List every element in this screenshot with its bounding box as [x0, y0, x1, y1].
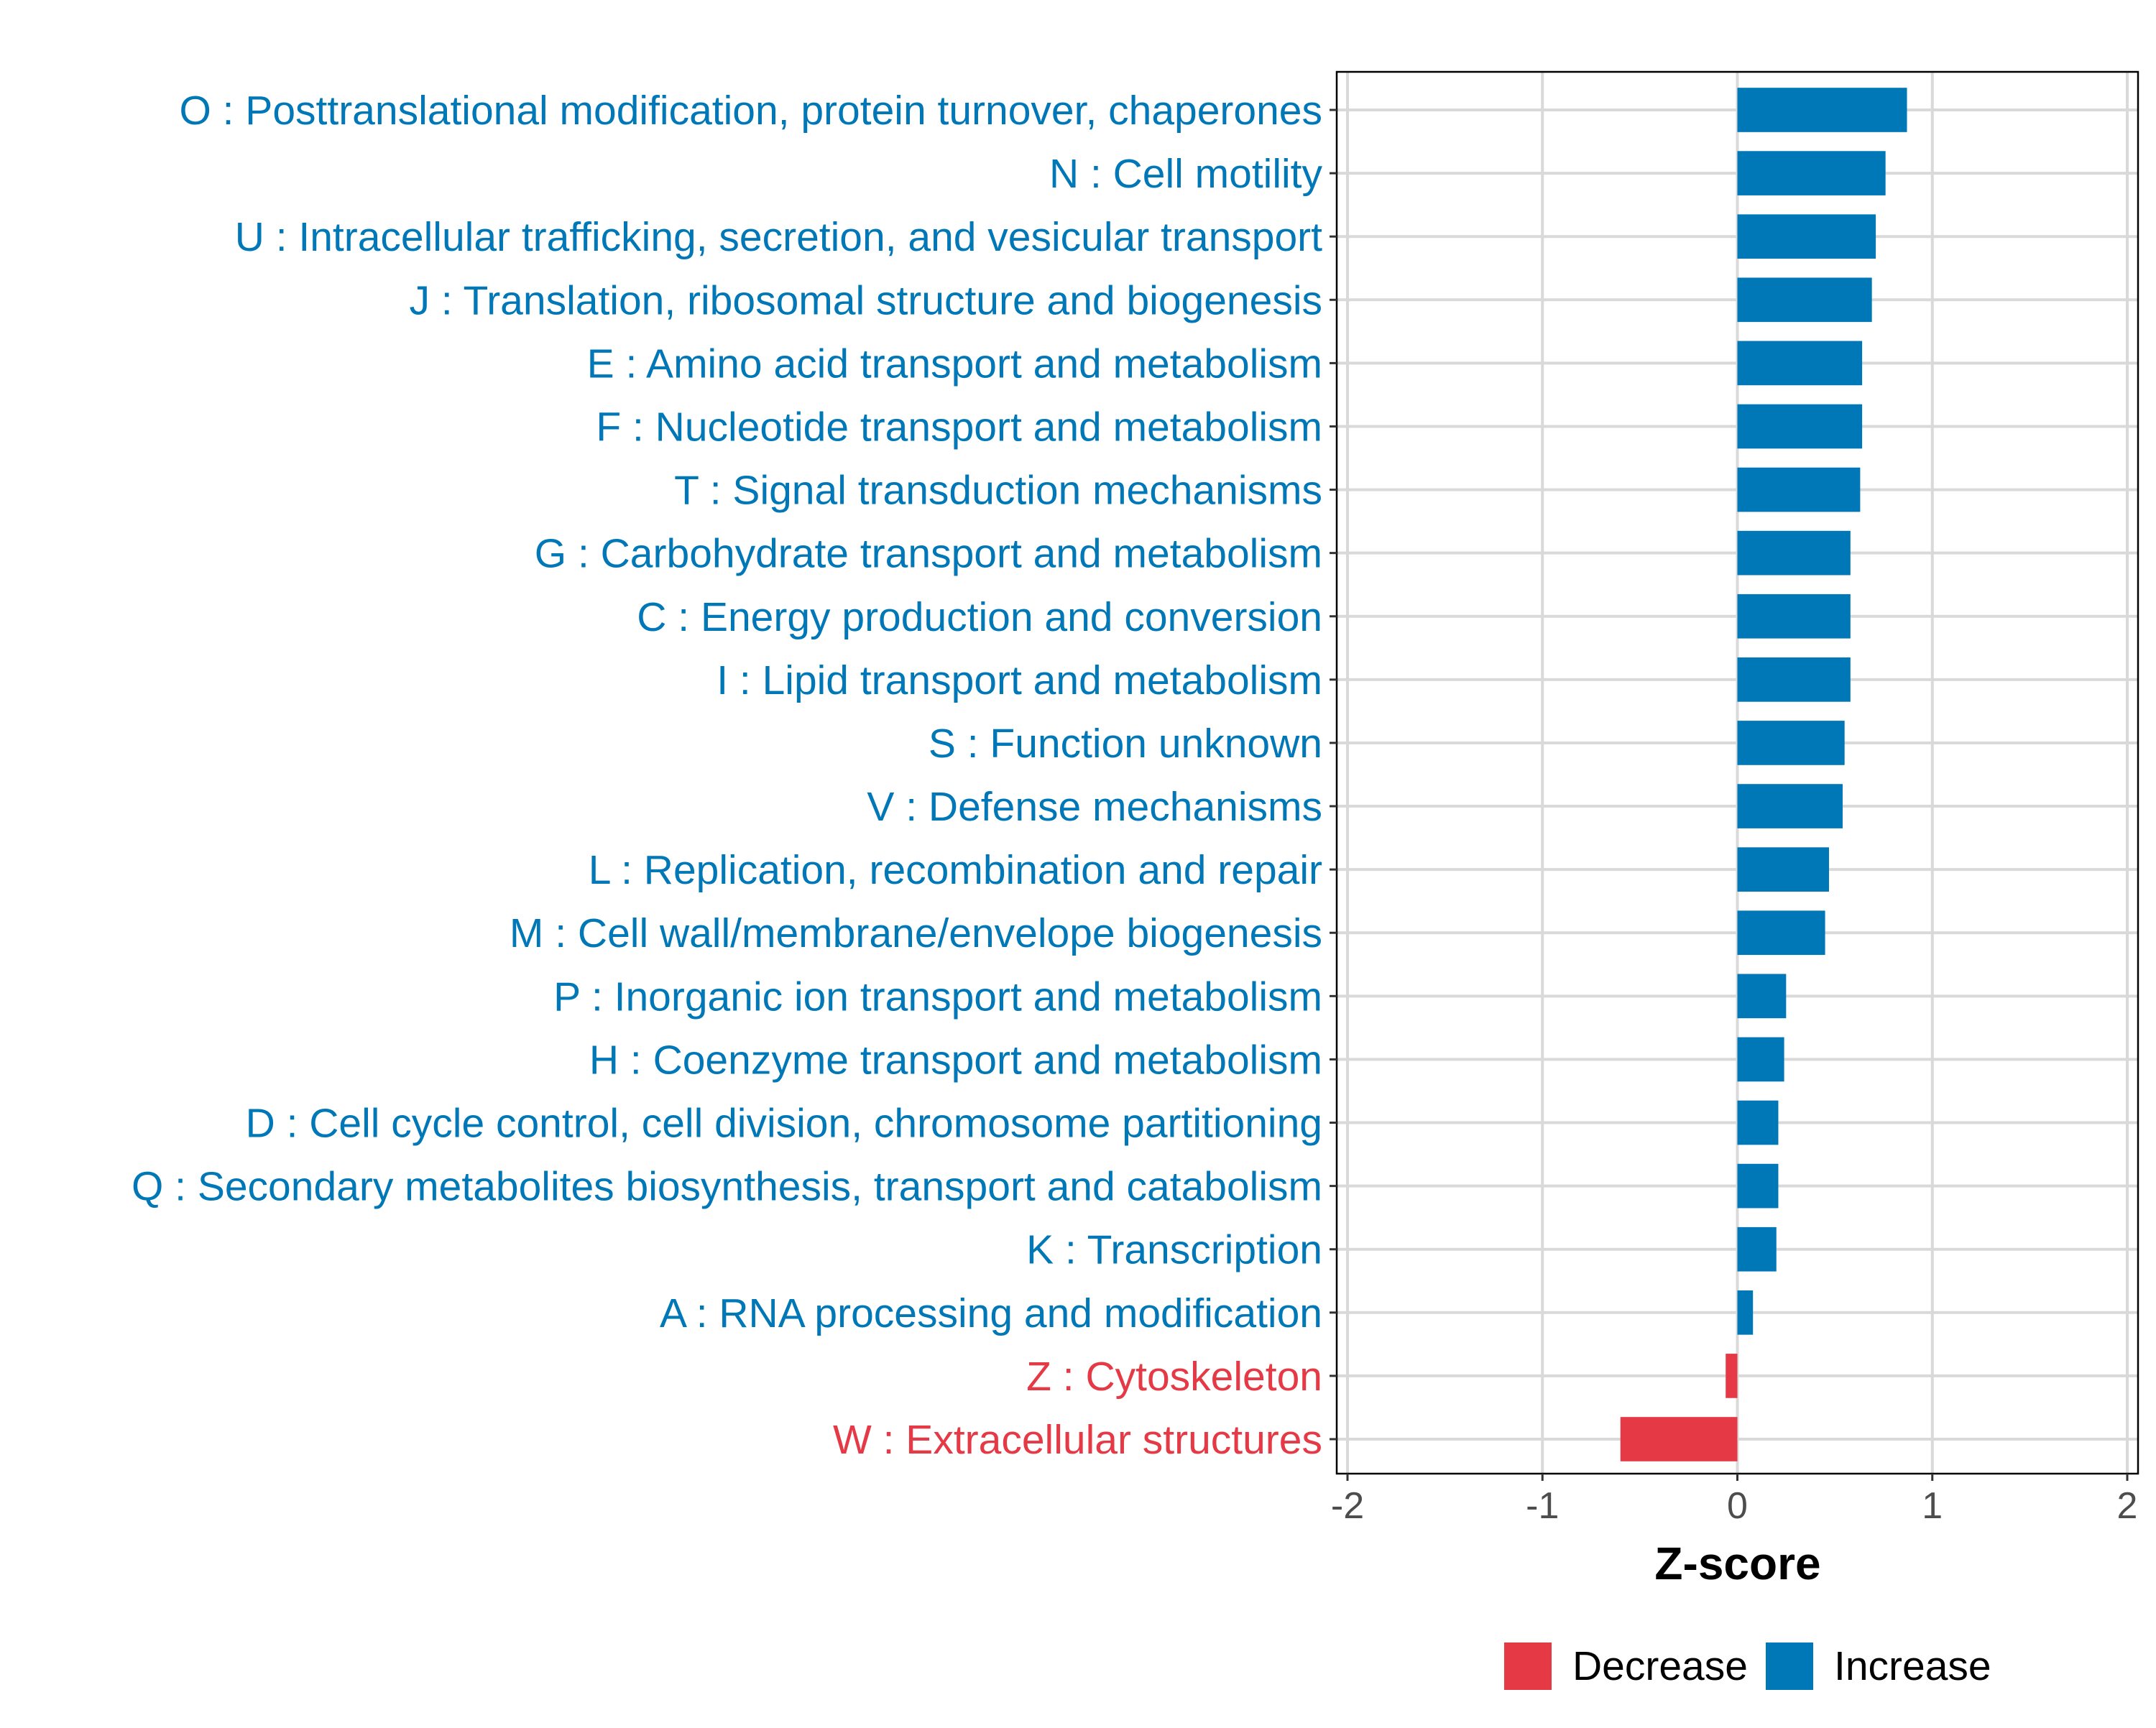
- bar: [1737, 530, 1851, 576]
- x-tick-label: 1: [1922, 1485, 1943, 1527]
- bar: [1737, 847, 1829, 892]
- category-label: E : Amino acid transport and metabolism: [587, 341, 1322, 387]
- bar: [1737, 88, 1907, 132]
- category-label: O : Posttranslational modification, prot…: [179, 88, 1322, 134]
- bars: [1620, 88, 1907, 1461]
- category-label: W : Extracellular structures: [833, 1417, 1322, 1463]
- category-label: C : Energy production and conversion: [637, 594, 1322, 640]
- category-label: U : Intracellular trafficking, secretion…: [235, 214, 1322, 260]
- category-label: H : Coenzyme transport and metabolism: [589, 1037, 1322, 1083]
- bar: [1620, 1417, 1738, 1461]
- category-label: A : RNA processing and modification: [660, 1290, 1322, 1336]
- category-label: Z : Cytoskeleton: [1026, 1354, 1322, 1400]
- bar: [1726, 1354, 1738, 1398]
- bar: [1737, 404, 1863, 449]
- legend-label: Decrease: [1572, 1643, 1748, 1689]
- bar: [1737, 657, 1851, 702]
- category-label: L : Replication, recombination and repai…: [589, 847, 1322, 893]
- legend: Decrease Increase: [1504, 1642, 1991, 1690]
- bar: [1737, 1226, 1777, 1272]
- x-axis-ticks: -2 -1 0 1 2: [1331, 1474, 2138, 1527]
- bar: [1737, 467, 1861, 512]
- bar: [1737, 1037, 1784, 1082]
- bar: [1737, 910, 1825, 956]
- x-tick-label: 0: [1727, 1485, 1748, 1527]
- category-label: T : Signal transduction mechanisms: [674, 468, 1322, 514]
- category-label: D : Cell cycle control, cell division, c…: [246, 1101, 1322, 1147]
- bar: [1737, 1163, 1779, 1209]
- bar: [1737, 593, 1851, 639]
- x-tick-label: 2: [2117, 1485, 2138, 1527]
- bar: [1737, 721, 1845, 765]
- bar: [1737, 1290, 1754, 1335]
- category-labels: O : Posttranslational modification, prot…: [132, 88, 1337, 1463]
- category-label: S : Function unknown: [929, 721, 1322, 767]
- x-axis-title: Z-score: [1654, 1538, 1820, 1589]
- category-label: M : Cell wall/membrane/envelope biogenes…: [510, 910, 1322, 956]
- bar: [1737, 214, 1876, 259]
- category-label: I : Lipid transport and metabolism: [717, 657, 1322, 703]
- category-label: G : Carbohydrate transport and metabolis…: [535, 531, 1322, 577]
- bar: [1737, 784, 1843, 828]
- bar: [1737, 151, 1886, 195]
- legend-label: Increase: [1834, 1643, 1991, 1689]
- category-label: V : Defense mechanisms: [867, 784, 1322, 830]
- category-label: Q : Secondary metabolites biosynthesis, …: [132, 1164, 1322, 1210]
- category-label: J : Translation, ribosomal structure and…: [410, 277, 1322, 323]
- legend-key-decrease: [1504, 1642, 1552, 1690]
- category-label: N : Cell motility: [1049, 151, 1323, 197]
- category-label: K : Transcription: [1026, 1227, 1322, 1273]
- category-label: P : Inorganic ion transport and metaboli…: [553, 974, 1322, 1020]
- bar: [1737, 277, 1872, 323]
- bar: [1737, 1100, 1779, 1145]
- bar: [1737, 974, 1787, 1019]
- bar: [1737, 341, 1863, 386]
- x-tick-label: -2: [1331, 1485, 1364, 1527]
- legend-key-increase: [1766, 1642, 1813, 1690]
- category-label: F : Nucleotide transport and metabolism: [596, 404, 1322, 450]
- x-tick-label: -1: [1526, 1485, 1559, 1527]
